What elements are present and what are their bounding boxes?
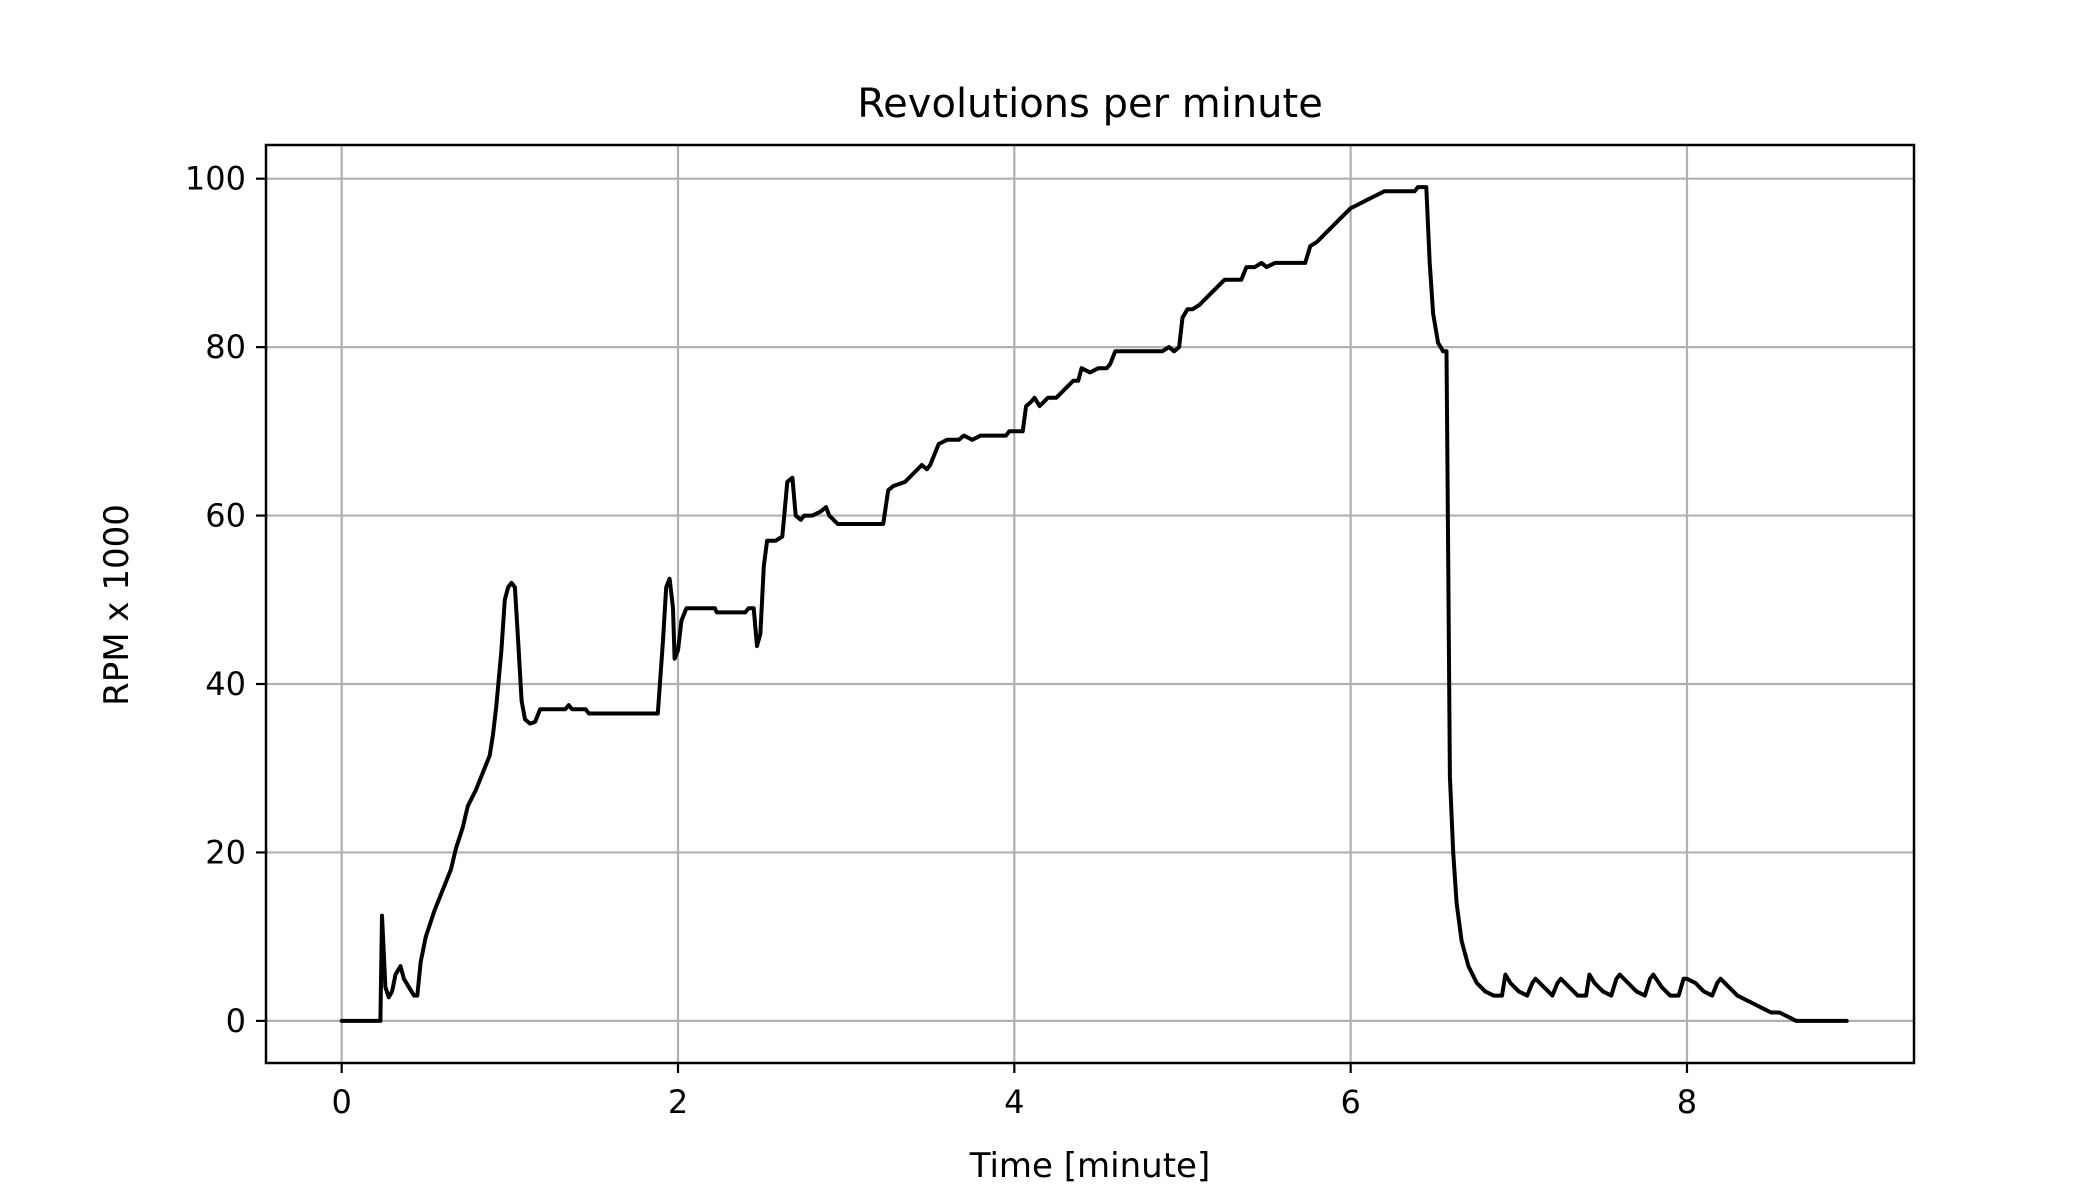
x-tick-label: 0 [331,1083,351,1121]
y-axis: 0 20 40 60 80 100 [185,160,266,1040]
x-tick-label: 2 [668,1083,688,1121]
chart-title: Revolutions per minute [857,81,1323,127]
x-axis-label: Time [minute] [969,1146,1210,1186]
x-tick-label: 6 [1340,1083,1360,1121]
series-layer [339,185,1849,1023]
y-axis-label: RPM x 1000 [97,504,137,706]
x-tick-label: 4 [1004,1083,1024,1121]
plot-area-frame [264,143,1916,1065]
series-line [339,185,1849,1023]
grid [266,145,1914,1063]
y-tick-label: 60 [205,497,246,535]
y-tick-label: 80 [205,328,246,366]
y-tick-label: 100 [185,160,246,198]
x-axis: 0 2 4 6 8 [331,1063,1697,1121]
y-tick-label: 40 [205,665,246,703]
y-tick-label: 0 [226,1002,246,1040]
y-tick-label: 20 [205,833,246,871]
x-tick-label: 8 [1677,1083,1697,1121]
